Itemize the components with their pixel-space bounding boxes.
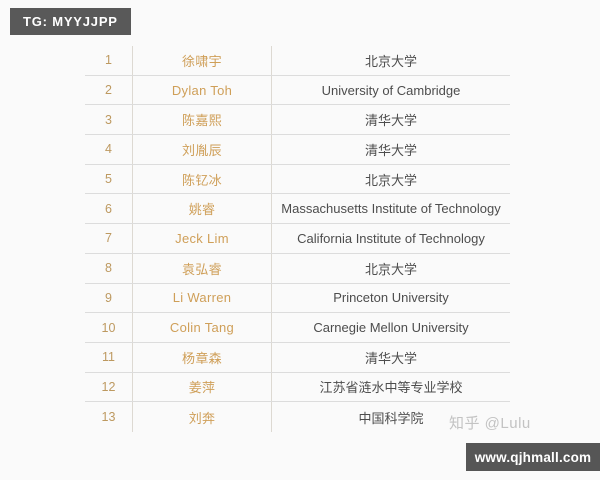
table-row: 3 陈嘉熙 清华大学 bbox=[85, 105, 510, 136]
rank-cell: 1 bbox=[85, 46, 133, 75]
table-row: 13 刘奔 中国科学院 bbox=[85, 402, 510, 432]
rank-cell: 8 bbox=[85, 253, 133, 283]
rank-cell: 7 bbox=[85, 224, 133, 253]
name-cell: 杨章森 bbox=[133, 342, 272, 372]
name-cell: Li Warren bbox=[133, 283, 272, 313]
website-watermark-badge: www.qjhmall.com bbox=[466, 443, 600, 471]
rank-cell: 13 bbox=[85, 402, 133, 432]
name-cell: 刘奔 bbox=[133, 402, 272, 432]
school-cell: 清华大学 bbox=[364, 113, 417, 129]
rank-cell: 6 bbox=[85, 194, 133, 224]
table-row: 10 Colin Tang Carnegie Mellon University bbox=[85, 313, 510, 343]
table-row: 6 姚睿 Massachusetts Institute of Technolo… bbox=[85, 194, 510, 225]
table-row: 2 Dylan Toh University of Cambridge bbox=[85, 75, 510, 106]
rank-cell: 4 bbox=[85, 135, 133, 164]
school-cell: University of Cambridge bbox=[321, 82, 461, 98]
name-cell: 姜萍 bbox=[133, 372, 272, 402]
table-row: 12 姜萍 江苏省涟水中等专业学校 bbox=[85, 372, 510, 403]
school-cell: 北京大学 bbox=[364, 53, 417, 69]
table-row: 7 Jeck Lim California Institute of Techn… bbox=[85, 224, 510, 254]
table-row: 4 刘胤辰 清华大学 bbox=[85, 135, 510, 165]
name-cell: 陈嘉熙 bbox=[133, 105, 272, 135]
name-cell: 姚睿 bbox=[133, 194, 272, 224]
rank-cell: 5 bbox=[85, 164, 133, 194]
telegram-watermark-badge: TG: MYYJJPP bbox=[10, 8, 131, 35]
rank-cell: 12 bbox=[85, 372, 133, 402]
rank-cell: 2 bbox=[85, 75, 133, 105]
zhihu-author-watermark: 知乎 @Lulu bbox=[449, 415, 531, 432]
school-cell: 中国科学院 bbox=[358, 410, 424, 426]
ranking-table: 1 徐啸宇 北京大学 2 Dylan Toh University of Cam… bbox=[85, 46, 510, 432]
school-cell: Carnegie Mellon University bbox=[313, 320, 469, 336]
school-cell: 北京大学 bbox=[364, 261, 417, 277]
table-row: 5 陈钇冰 北京大学 bbox=[85, 164, 510, 195]
rank-cell: 10 bbox=[85, 313, 133, 342]
school-cell: 清华大学 bbox=[364, 142, 417, 158]
name-cell: Colin Tang bbox=[133, 313, 272, 342]
name-cell: Dylan Toh bbox=[133, 75, 272, 105]
name-cell: 陈钇冰 bbox=[133, 164, 272, 194]
school-cell: 北京大学 bbox=[364, 172, 417, 188]
name-cell: Jeck Lim bbox=[133, 224, 272, 253]
school-cell: 清华大学 bbox=[364, 350, 417, 366]
name-cell: 袁弘睿 bbox=[133, 253, 272, 283]
table-row: 1 徐啸宇 北京大学 bbox=[85, 46, 510, 76]
table-row: 11 杨章森 清华大学 bbox=[85, 342, 510, 373]
school-cell: Massachusetts Institute of Technology bbox=[281, 201, 501, 217]
school-cell: Princeton University bbox=[333, 290, 449, 306]
rank-cell: 11 bbox=[85, 342, 133, 372]
rank-cell: 9 bbox=[85, 283, 133, 313]
school-cell: 江苏省涟水中等专业学校 bbox=[319, 380, 463, 396]
table-row: 9 Li Warren Princeton University bbox=[85, 283, 510, 314]
name-cell: 刘胤辰 bbox=[133, 135, 272, 164]
rank-cell: 3 bbox=[85, 105, 133, 135]
name-cell: 徐啸宇 bbox=[133, 46, 272, 75]
school-cell: California Institute of Technology bbox=[297, 230, 485, 246]
table-row: 8 袁弘睿 北京大学 bbox=[85, 253, 510, 284]
